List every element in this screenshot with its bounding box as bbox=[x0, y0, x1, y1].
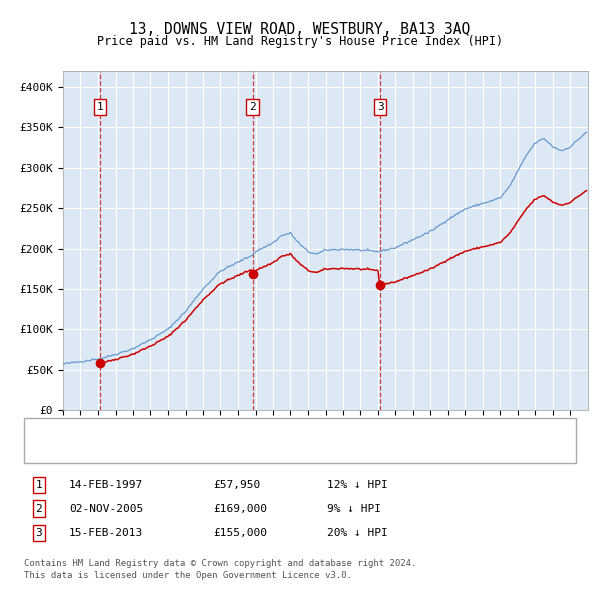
Text: 14-FEB-1997: 14-FEB-1997 bbox=[69, 480, 143, 490]
Text: 1: 1 bbox=[35, 480, 43, 490]
Text: £57,950: £57,950 bbox=[213, 480, 260, 490]
Text: 02-NOV-2005: 02-NOV-2005 bbox=[69, 504, 143, 513]
Text: Contains HM Land Registry data © Crown copyright and database right 2024.
This d: Contains HM Land Registry data © Crown c… bbox=[24, 559, 416, 580]
Text: 15-FEB-2013: 15-FEB-2013 bbox=[69, 528, 143, 537]
Text: £169,000: £169,000 bbox=[213, 504, 267, 513]
Text: 20% ↓ HPI: 20% ↓ HPI bbox=[327, 528, 388, 537]
Text: 3: 3 bbox=[35, 528, 43, 537]
Text: 2: 2 bbox=[249, 102, 256, 112]
Text: 3: 3 bbox=[377, 102, 383, 112]
Text: 1: 1 bbox=[97, 102, 104, 112]
Text: 13, DOWNS VIEW ROAD, WESTBURY, BA13 3AQ (semi-detached house): 13, DOWNS VIEW ROAD, WESTBURY, BA13 3AQ … bbox=[79, 426, 460, 436]
Text: 12% ↓ HPI: 12% ↓ HPI bbox=[327, 480, 388, 490]
Text: Price paid vs. HM Land Registry's House Price Index (HPI): Price paid vs. HM Land Registry's House … bbox=[97, 35, 503, 48]
Text: 13, DOWNS VIEW ROAD, WESTBURY, BA13 3AQ: 13, DOWNS VIEW ROAD, WESTBURY, BA13 3AQ bbox=[130, 22, 470, 37]
Text: 2: 2 bbox=[35, 504, 43, 513]
Text: HPI: Average price, semi-detached house, Wiltshire: HPI: Average price, semi-detached house,… bbox=[79, 445, 392, 455]
Text: £155,000: £155,000 bbox=[213, 528, 267, 537]
Text: 9% ↓ HPI: 9% ↓ HPI bbox=[327, 504, 381, 513]
